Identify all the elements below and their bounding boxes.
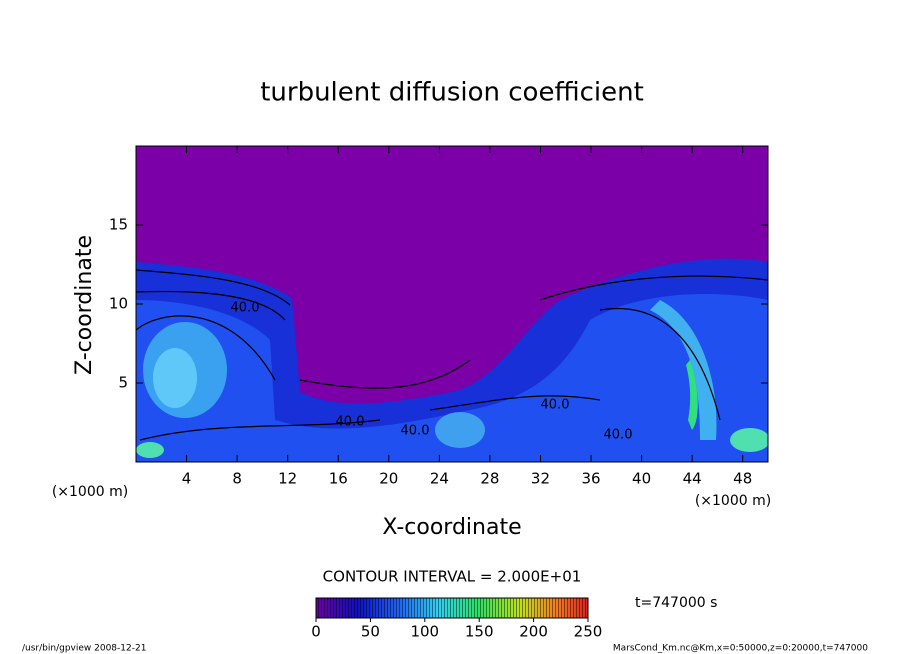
colorbar-tick-label: 250 xyxy=(574,623,603,641)
x-tick-label: 12 xyxy=(278,470,297,488)
time-label: t=747000 s xyxy=(635,595,717,611)
contour-label: 40.0 xyxy=(231,301,260,316)
contour-interval: CONTOUR INTERVAL = 2.000E+01 xyxy=(323,568,582,586)
x-tick-label: 4 xyxy=(182,470,192,488)
y-tick-label: 10 xyxy=(109,295,128,313)
x-tick-label: 20 xyxy=(379,470,398,488)
footer-right: MarsCond_Km.nc@Km,x=0:50000,z=0:20000,t=… xyxy=(613,644,868,654)
colorbar-tick-label: 150 xyxy=(465,623,494,641)
contour-label: 40.0 xyxy=(604,428,633,443)
x-tick-label: 48 xyxy=(733,470,752,488)
x-tick-label: 28 xyxy=(480,470,499,488)
x-tick-label: 36 xyxy=(581,470,600,488)
x-tick-label: 32 xyxy=(531,470,550,488)
x-axis-label: X-coordinate xyxy=(382,515,521,540)
x-unit: (×1000 m) xyxy=(695,493,771,509)
colorbar-frame xyxy=(315,597,589,619)
x-tick-label: 40 xyxy=(632,470,651,488)
colorbar-tick-label: 50 xyxy=(361,623,380,641)
x-unit: (×1000 m) xyxy=(52,484,128,500)
x-tick-label: 44 xyxy=(683,470,702,488)
x-tick-label: 16 xyxy=(329,470,348,488)
contour-label: 40.0 xyxy=(336,415,365,430)
chart-title: turbulent diffusion coefficient xyxy=(260,78,644,108)
colorbar-tick-label: 100 xyxy=(410,623,439,641)
y-axis-label: Z-coordinate xyxy=(72,235,97,375)
y-tick-label: 5 xyxy=(118,374,128,392)
contour-label: 40.0 xyxy=(541,398,570,413)
footer-left: /usr/bin/gpview 2008-12-21 xyxy=(22,644,146,654)
x-tick-label: 24 xyxy=(430,470,449,488)
x-tick-label: 8 xyxy=(232,470,242,488)
colorbar-tick-label: 0 xyxy=(311,623,321,641)
y-tick-label: 15 xyxy=(109,216,128,234)
contour-label: 40.0 xyxy=(401,424,430,439)
field xyxy=(136,146,768,462)
colorbar-tick-label: 200 xyxy=(519,623,548,641)
